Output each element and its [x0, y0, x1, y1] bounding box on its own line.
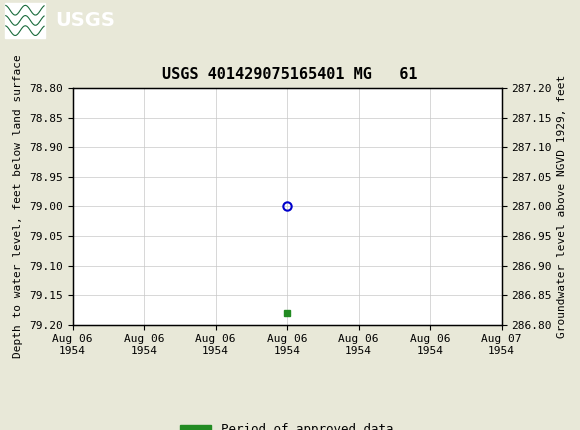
Legend: Period of approved data: Period of approved data [175, 418, 399, 430]
Text: USGS: USGS [55, 11, 115, 30]
Y-axis label: Groundwater level above NGVD 1929, feet: Groundwater level above NGVD 1929, feet [557, 75, 567, 338]
Text: USGS 401429075165401 MG   61: USGS 401429075165401 MG 61 [162, 67, 418, 82]
FancyBboxPatch shape [5, 3, 45, 37]
Y-axis label: Depth to water level, feet below land surface: Depth to water level, feet below land su… [13, 55, 23, 358]
